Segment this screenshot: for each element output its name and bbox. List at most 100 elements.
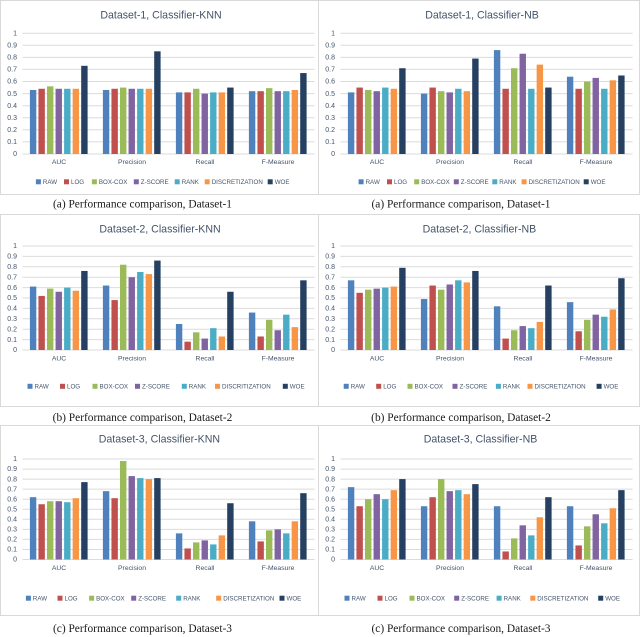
svg-text:(a) Performance comparison, Da: (a) Performance comparison, Dataset-1 — [371, 199, 550, 211]
svg-text:0.7: 0.7 — [7, 486, 17, 493]
svg-text:0.1: 0.1 — [7, 547, 17, 554]
svg-text:0.5: 0.5 — [325, 506, 335, 513]
svg-text:0.6: 0.6 — [325, 285, 335, 292]
svg-text:0.2: 0.2 — [325, 537, 335, 544]
svg-text:Z-SCORE: Z-SCORE — [141, 179, 169, 186]
svg-text:Z-SCORE: Z-SCORE — [138, 596, 166, 603]
svg-text:0.5: 0.5 — [325, 295, 335, 302]
svg-text:Dataset-3, Classifier-NB: Dataset-3, Classifier-NB — [424, 434, 538, 446]
svg-text:0.7: 0.7 — [7, 274, 17, 281]
svg-text:AUC: AUC — [52, 355, 66, 362]
svg-text:0: 0 — [13, 347, 17, 354]
svg-text:WOE: WOE — [275, 179, 290, 186]
svg-text:Precision: Precision — [118, 565, 146, 572]
svg-text:BOX-COX: BOX-COX — [415, 384, 444, 391]
svg-text:RAW: RAW — [366, 179, 380, 186]
svg-text:0.3: 0.3 — [325, 115, 335, 122]
svg-text:RAW: RAW — [33, 596, 47, 603]
svg-text:0.6: 0.6 — [7, 496, 17, 503]
svg-text:0.3: 0.3 — [325, 316, 335, 323]
svg-text:RAW: RAW — [351, 384, 365, 391]
svg-text:0.6: 0.6 — [7, 79, 17, 86]
svg-text:0: 0 — [331, 347, 335, 354]
svg-text:1: 1 — [13, 30, 17, 37]
svg-text:0.3: 0.3 — [325, 527, 335, 534]
svg-text:0.6: 0.6 — [325, 79, 335, 86]
svg-text:0.4: 0.4 — [7, 306, 17, 313]
svg-text:0.4: 0.4 — [7, 517, 17, 524]
svg-text:LOG: LOG — [65, 596, 78, 603]
svg-text:DISCRETIZATION: DISCRETIZATION — [529, 179, 580, 186]
svg-text:Z-SCORE: Z-SCORE — [460, 384, 488, 391]
svg-text:RAW: RAW — [35, 384, 49, 391]
svg-text:AUC: AUC — [370, 159, 384, 166]
svg-text:Precision: Precision — [436, 355, 464, 362]
svg-text:DISCRETIZATION: DISCRETIZATION — [212, 179, 263, 186]
svg-text:0.9: 0.9 — [7, 43, 17, 50]
svg-text:Recall: Recall — [196, 159, 215, 166]
svg-text:Dataset-2, Classifier-KNN: Dataset-2, Classifier-KNN — [99, 224, 220, 236]
svg-text:0.5: 0.5 — [7, 295, 17, 302]
svg-text:DISCRETIZATION: DISCRETIZATION — [537, 596, 588, 603]
svg-text:RAW: RAW — [352, 596, 366, 603]
svg-text:0.9: 0.9 — [7, 466, 17, 473]
svg-text:Z-SCORE: Z-SCORE — [461, 596, 489, 603]
svg-text:F-Measure: F-Measure — [262, 355, 295, 362]
svg-text:Recall: Recall — [514, 355, 533, 362]
svg-text:LOG: LOG — [394, 179, 407, 186]
svg-text:Precision: Precision — [436, 159, 464, 166]
svg-text:1: 1 — [331, 30, 335, 37]
svg-text:Precision: Precision — [118, 159, 146, 166]
svg-text:(b) Performance comparison, Da: (b) Performance comparison, Dataset-2 — [53, 412, 233, 424]
svg-text:WOE: WOE — [287, 596, 302, 603]
svg-text:AUC: AUC — [370, 355, 384, 362]
svg-text:AUC: AUC — [52, 159, 66, 166]
svg-text:0.4: 0.4 — [325, 103, 335, 110]
svg-text:F-Measure: F-Measure — [580, 565, 613, 572]
svg-text:0.2: 0.2 — [325, 326, 335, 333]
svg-text:0.7: 0.7 — [325, 274, 335, 281]
svg-text:0.8: 0.8 — [325, 264, 335, 271]
svg-text:LOG: LOG — [71, 179, 84, 186]
svg-text:F-Measure: F-Measure — [580, 355, 613, 362]
svg-text:0.3: 0.3 — [7, 527, 17, 534]
svg-text:DISCRETIZATION: DISCRETIZATION — [535, 384, 586, 391]
svg-text:0.4: 0.4 — [325, 306, 335, 313]
svg-text:Z-SCORE: Z-SCORE — [461, 179, 489, 186]
svg-text:0.4: 0.4 — [325, 517, 335, 524]
svg-text:Recall: Recall — [514, 565, 533, 572]
svg-text:Precision: Precision — [436, 565, 464, 572]
svg-text:AUC: AUC — [370, 565, 384, 572]
svg-text:0.2: 0.2 — [7, 326, 17, 333]
svg-text:0: 0 — [331, 557, 335, 564]
svg-text:0.9: 0.9 — [325, 254, 335, 261]
svg-text:0.7: 0.7 — [7, 67, 17, 74]
svg-text:Dataset-1, Classifier-KNN: Dataset-1, Classifier-KNN — [100, 10, 221, 22]
svg-text:(c) Performance comparison, Da: (c) Performance comparison, Dataset-3 — [371, 623, 550, 635]
svg-text:RANK: RANK — [182, 179, 200, 186]
svg-text:RANK: RANK — [499, 179, 517, 186]
svg-text:BOX-COX: BOX-COX — [417, 596, 446, 603]
svg-text:0.3: 0.3 — [7, 316, 17, 323]
svg-text:0.5: 0.5 — [7, 506, 17, 513]
svg-text:LOG: LOG — [67, 384, 80, 391]
svg-text:0.5: 0.5 — [7, 91, 17, 98]
svg-text:Precision: Precision — [118, 355, 146, 362]
svg-text:0.6: 0.6 — [325, 496, 335, 503]
svg-text:Dataset-2, Classifier-NB: Dataset-2, Classifier-NB — [423, 224, 537, 236]
svg-text:Recall: Recall — [196, 565, 215, 572]
svg-text:0.8: 0.8 — [325, 476, 335, 483]
svg-text:DISCRETIZATION: DISCRETIZATION — [223, 596, 274, 603]
svg-text:RANK: RANK — [503, 384, 521, 391]
svg-text:0.5: 0.5 — [325, 91, 335, 98]
svg-text:0: 0 — [13, 151, 17, 158]
svg-text:RAW: RAW — [43, 179, 57, 186]
svg-text:0.2: 0.2 — [7, 537, 17, 544]
svg-text:LOG: LOG — [385, 596, 398, 603]
svg-text:0.8: 0.8 — [7, 476, 17, 483]
svg-text:AUC: AUC — [52, 565, 66, 572]
svg-text:0.1: 0.1 — [7, 139, 17, 146]
svg-text:0.6: 0.6 — [7, 285, 17, 292]
svg-text:0.3: 0.3 — [7, 115, 17, 122]
svg-text:Recall: Recall — [196, 355, 215, 362]
